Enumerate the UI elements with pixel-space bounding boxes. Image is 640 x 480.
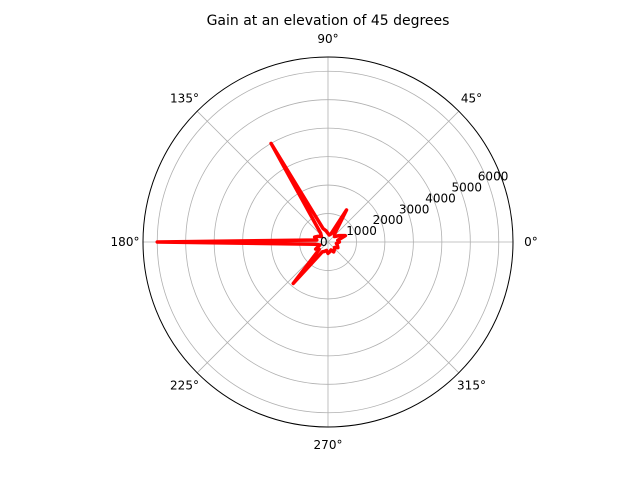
angle-tick-label: 225° [170,379,199,393]
radial-tick-label: 6000 [478,170,509,184]
angle-tick-label: 180° [111,235,140,249]
radial-tick-label: 3000 [399,202,430,216]
angle-tick-label: 315° [457,379,486,393]
angle-tick-label: 0° [524,235,538,249]
angle-tick-label: 270° [314,438,343,452]
series-layer [155,141,349,286]
angular-gridline-315 [327,241,460,374]
radial-tick-label: 5000 [452,181,483,195]
polar-outer-spine [142,56,514,428]
radial-tick-label: 2000 [373,213,404,227]
chart-title: Gain at an elevation of 45 degrees [207,13,450,29]
angle-tick-label: 135° [170,92,199,106]
angular-gridline-45 [327,110,460,243]
tick-labels: 0° 45° 90° 135° 180° 225° 270° 315° 0 10002000300… [111,32,538,452]
angle-tick-label: 45° [461,92,482,106]
series-line-0 [155,141,349,286]
radial-tick-label: 4000 [425,191,456,205]
radial-tick-label: 1000 [346,224,377,238]
angle-tick-label: 90° [317,32,338,46]
radial-tick-label: 0 [320,235,328,249]
angular-gridline-135 [196,110,329,243]
